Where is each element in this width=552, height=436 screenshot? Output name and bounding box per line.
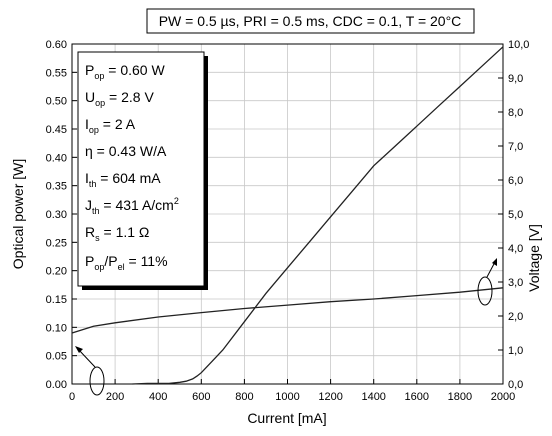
y-right-tick-label: 7,0: [508, 141, 523, 153]
left-axis-marker-ellipse: [89, 366, 105, 396]
y-left-tick-label: 0.05: [46, 351, 67, 363]
info-iop: Iop = 2 A: [85, 116, 136, 135]
x-axis-label: Current [mA]: [247, 410, 326, 426]
y-right-tick-label: 2,0: [508, 311, 523, 323]
title-box: [146, 8, 475, 34]
y-left-tick-label: 0.25: [46, 237, 67, 249]
info-box: [77, 51, 205, 287]
y-right-tick-label: 6,0: [508, 175, 523, 187]
y-right-tick-label: 0,0: [508, 379, 523, 391]
x-tick-label: 400: [149, 391, 167, 403]
x-tick-label: 1600: [405, 391, 429, 403]
x-tick-label: 1400: [361, 391, 385, 403]
x-tick-label: 0: [69, 391, 75, 403]
x-tick-label: 600: [192, 391, 210, 403]
info-rs: Rs = 1.1 Ω: [85, 224, 149, 243]
x-tick-label: 1800: [448, 391, 472, 403]
y-left-tick-label: 0.50: [46, 96, 67, 108]
x-tick-label: 800: [235, 391, 253, 403]
info-jth: Jth = 431 A/cm2: [85, 196, 179, 216]
x-tick-label: 1000: [275, 391, 299, 403]
info-ith: Ith = 604 mA: [85, 170, 161, 189]
info-ratio: Pop/Pel = 11%: [85, 253, 168, 272]
series-voltage-line: [71, 287, 504, 334]
y-left-tick-label: 0.20: [46, 266, 67, 278]
x-tick-label: 2000: [491, 391, 515, 403]
y-right-tick-label: 4,0: [508, 243, 523, 255]
y-left-tick-label: 0.15: [46, 294, 67, 306]
y-right-ticks: 0,0 1,0 2,0 3,0 4,0 5,0 6,0 7,0 8,0 9,0 10,0: [498, 39, 529, 391]
y-left-tick-label: 0.35: [46, 181, 67, 193]
right-axis-arrow-icon: [486, 261, 496, 278]
y-left-tick-label: 0.60: [46, 39, 67, 51]
x-tick-label: 200: [106, 391, 124, 403]
info-uop: Uop = 2.8 V: [85, 89, 154, 108]
left-axis-arrow-icon: [77, 348, 96, 368]
right-axis-arrowhead-icon: [492, 258, 497, 266]
right-axis-marker-ellipse: [477, 276, 493, 306]
info-eta: η = 0.43 W/A: [85, 143, 167, 159]
chart-title: PW = 0.5 µs, PRI = 0.5 ms, CDC = 0.1, T …: [159, 13, 462, 29]
left-axis-arrowhead-icon: [75, 346, 83, 353]
y-right-tick-label: 5,0: [508, 209, 523, 221]
y-left-tick-label: 0.30: [46, 209, 67, 221]
y-right-axis-label: Voltage [V]: [526, 224, 542, 292]
y-left-tick-label: 0.40: [46, 152, 67, 164]
y-left-tick-label: 0.10: [46, 322, 67, 334]
y-left-tick-label: 0.00: [46, 379, 67, 391]
y-right-tick-label: 10,0: [508, 39, 529, 51]
y-right-tick-label: 8,0: [508, 107, 523, 119]
x-tick-label: 1200: [318, 391, 342, 403]
y-left-tick-label: 0.55: [46, 67, 67, 79]
y-right-tick-label: 3,0: [508, 277, 523, 289]
y-left-tick-label: 0.45: [46, 124, 67, 136]
y-left-axis-label: Optical power [W]: [10, 159, 26, 269]
x-ticks: 0 200 400 600 800 1000 1200 1400 1600 1800 2000: [69, 379, 515, 403]
y-right-tick-label: 1,0: [508, 345, 523, 357]
info-pop: Pop = 0.60 W: [85, 62, 165, 81]
y-right-tick-label: 9,0: [508, 73, 523, 85]
y-left-ticks: 0.00 0.05 0.10 0.15 0.20 0.25 0.30 0.35 0.40 0.45…: [46, 39, 77, 391]
